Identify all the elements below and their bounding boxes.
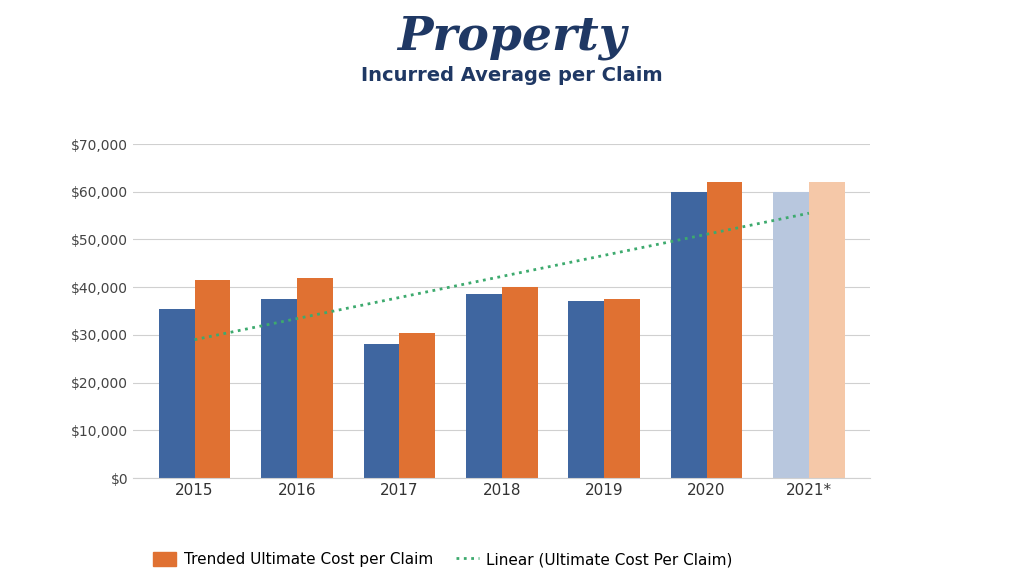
Bar — [773, 192, 809, 478]
Bar — [671, 192, 707, 478]
Bar — [502, 287, 538, 478]
Legend: Trended Ultimate Cost per Claim, Linear (Ultimate Cost Per Claim): Trended Ultimate Cost per Claim, Linear … — [146, 546, 738, 573]
Bar — [466, 294, 502, 478]
Bar — [604, 299, 640, 478]
Bar — [707, 182, 742, 478]
Bar — [159, 309, 195, 478]
Bar — [809, 182, 845, 478]
Bar — [297, 278, 333, 478]
Bar — [568, 301, 604, 478]
Bar — [195, 280, 230, 478]
Bar — [364, 344, 399, 478]
Text: Incurred Average per Claim: Incurred Average per Claim — [361, 66, 663, 85]
Bar — [399, 332, 435, 478]
Text: Property: Property — [397, 14, 627, 60]
Bar — [261, 299, 297, 478]
